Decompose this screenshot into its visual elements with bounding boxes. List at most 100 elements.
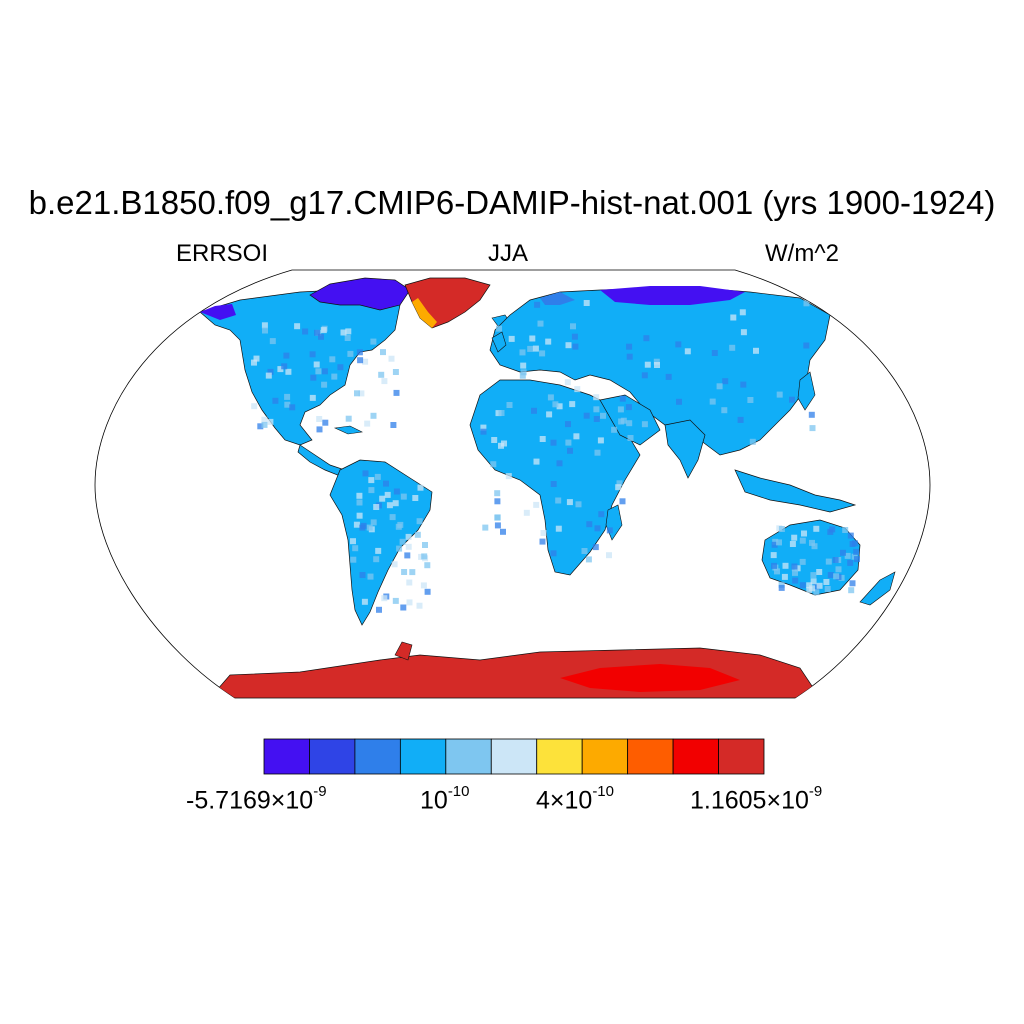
speckle — [354, 390, 360, 397]
speckle — [370, 338, 377, 345]
speckle — [329, 356, 336, 363]
speckle — [829, 526, 836, 533]
speckle — [367, 573, 374, 580]
speckle — [340, 329, 347, 336]
speckle — [494, 490, 501, 497]
speckle — [396, 545, 403, 552]
speckle — [600, 412, 606, 419]
speckle — [665, 373, 672, 380]
antarctic-peninsula — [394, 641, 413, 661]
speckle — [359, 572, 366, 578]
speckle — [356, 512, 363, 519]
speckle — [261, 421, 268, 428]
speckle — [373, 504, 380, 510]
speckle — [383, 480, 389, 487]
speckle — [498, 410, 505, 416]
speckle — [771, 562, 777, 569]
speckle — [406, 579, 413, 586]
speckle — [778, 581, 785, 588]
colorbar-box-2 — [354, 738, 401, 775]
speckle — [491, 437, 498, 443]
speckle — [617, 406, 624, 413]
speckle — [400, 493, 407, 500]
speckle — [309, 394, 316, 401]
speckle — [824, 586, 831, 592]
speckle — [801, 530, 807, 537]
speckle — [854, 556, 860, 563]
speckle — [556, 460, 563, 467]
speckle — [799, 582, 806, 589]
season-label: JJA — [488, 240, 529, 267]
speckle — [740, 381, 747, 388]
speckle — [573, 433, 580, 440]
speckle — [281, 363, 288, 370]
speckle — [392, 597, 399, 604]
speckle — [827, 572, 834, 578]
speckle — [490, 461, 497, 468]
speckle — [331, 373, 338, 380]
speckle — [583, 300, 590, 306]
speckle — [675, 341, 682, 348]
speckle — [391, 561, 398, 568]
speckle — [539, 436, 546, 442]
speckle — [838, 574, 845, 581]
speckle — [368, 487, 375, 494]
speckle — [823, 579, 830, 585]
speckle — [747, 397, 754, 403]
speckle — [778, 584, 785, 591]
speckle — [586, 521, 593, 528]
speckle — [368, 477, 375, 484]
speckle — [505, 473, 512, 480]
speckle — [556, 403, 563, 410]
speckle — [277, 366, 284, 373]
speckle — [480, 428, 487, 435]
colorbar-box-5 — [490, 738, 538, 775]
speckle — [370, 519, 377, 526]
speckle — [532, 345, 539, 352]
speckle — [803, 300, 810, 307]
speckle — [626, 343, 633, 350]
speckle — [284, 393, 291, 400]
speckle — [643, 335, 650, 342]
speckle — [849, 580, 856, 587]
speckle — [778, 526, 785, 532]
scandinavia-north — [540, 292, 575, 305]
speckle — [810, 572, 817, 579]
speckle — [565, 439, 572, 446]
speckle — [350, 556, 357, 563]
arabia — [599, 394, 661, 446]
speckle — [555, 497, 562, 504]
speckle — [361, 598, 368, 605]
speckle — [809, 425, 816, 432]
speckle — [565, 421, 571, 428]
arctic-canada — [309, 277, 411, 311]
speckle — [789, 541, 796, 547]
speckle — [684, 348, 691, 355]
speckle — [314, 329, 320, 336]
speckle — [356, 349, 363, 356]
speckle — [404, 552, 411, 559]
speckle — [835, 566, 842, 573]
speckle — [421, 553, 428, 560]
variable-label: ERRSOI — [176, 240, 269, 267]
speckle — [799, 537, 806, 544]
speckle — [789, 396, 795, 403]
speckle — [809, 539, 815, 546]
speckle — [347, 350, 354, 357]
speckle — [424, 588, 431, 595]
speckle — [357, 357, 364, 364]
speckle — [749, 438, 756, 445]
speckle — [593, 406, 600, 413]
colorbar-box-1 — [309, 738, 356, 775]
speckle — [606, 552, 612, 559]
speckle — [641, 372, 648, 379]
speckle — [345, 415, 352, 422]
colorbar-box-3 — [399, 738, 447, 775]
speckle — [389, 514, 396, 521]
colorbar-box-0 — [263, 738, 310, 775]
colorbar — [263, 738, 765, 775]
colorbar-box-10 — [718, 738, 765, 775]
speckle — [615, 484, 622, 491]
speckle — [302, 328, 309, 335]
